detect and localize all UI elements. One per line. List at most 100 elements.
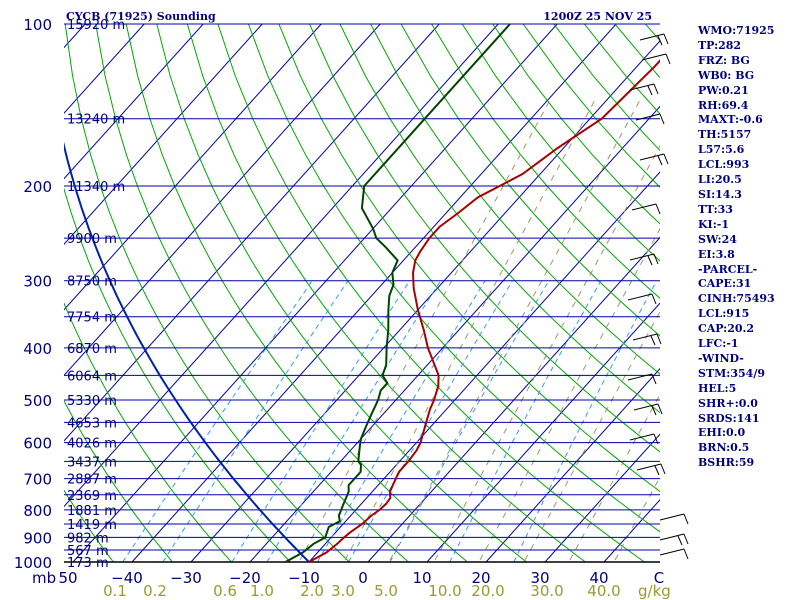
mixing-ratio-label: 20.0 xyxy=(471,582,504,600)
temperature-tick-label: −30 xyxy=(170,569,202,587)
mixing-ratio-unit: g/kg xyxy=(638,582,671,600)
isotherm-line xyxy=(72,24,558,563)
pressure-unit-label: mb xyxy=(32,569,56,587)
mixing-ratio-label: 40.0 xyxy=(587,582,620,600)
temperature-tick-label: 40 xyxy=(589,569,608,587)
mixing-ratio-label: 30.0 xyxy=(530,582,563,600)
index-item: LCL:993 xyxy=(698,158,750,172)
dry-adiabat xyxy=(247,24,660,533)
wind-barb xyxy=(629,253,659,266)
isotherm-line xyxy=(485,367,660,563)
temperature-tick-label: 50 xyxy=(58,569,77,587)
index-item: WB0: BG xyxy=(698,68,755,82)
wind-barb-staff xyxy=(641,53,667,61)
index-item: -WIND- xyxy=(698,351,744,365)
mixing-ratio-line xyxy=(316,280,486,563)
index-item: -PARCEL- xyxy=(698,262,758,276)
pressure-tick-label: 700 xyxy=(23,471,52,489)
isotherm-line xyxy=(0,24,26,562)
chart-title: CYCB (71925) Sounding xyxy=(66,10,216,23)
wind-barb xyxy=(629,433,659,445)
isotherm-line xyxy=(64,24,263,245)
moist-adiabat xyxy=(569,393,660,561)
index-item: SHR+:0.0 xyxy=(698,396,758,410)
moist-adiabat xyxy=(614,476,660,561)
wind-barb-flag xyxy=(651,373,657,385)
wind-barb-staff xyxy=(627,293,653,301)
index-item: EHI:0.0 xyxy=(698,426,746,440)
wind-barb-flag xyxy=(659,113,665,125)
height-label: 13240 m xyxy=(67,113,125,128)
pressure-tick-label: 200 xyxy=(23,178,52,196)
wind-barb xyxy=(627,373,657,385)
pressure-tick-label: 900 xyxy=(23,529,52,547)
height-label: 567 m xyxy=(67,544,109,559)
index-item: BSHR:59 xyxy=(698,456,755,470)
temperature-tick-label: −10 xyxy=(288,569,320,587)
wind-barb-flag xyxy=(660,463,666,475)
height-label: 8750 m xyxy=(67,275,117,290)
temperature-tick-label: 10 xyxy=(412,569,431,587)
wind-barb xyxy=(659,548,689,560)
index-item: L57:5.6 xyxy=(698,143,745,157)
temperature-unit-label: C xyxy=(654,569,664,587)
mixing-ratio-label: 2.0 xyxy=(300,582,324,600)
wind-barb-staff xyxy=(659,548,685,556)
height-label: 4026 m xyxy=(67,437,117,452)
index-item: STM:354/9 xyxy=(698,366,765,380)
dry-adiabat xyxy=(95,24,409,563)
wind-barb-flag xyxy=(683,533,689,545)
index-item: HEL:5 xyxy=(698,381,737,395)
index-item: MAXT:-0.6 xyxy=(698,113,763,127)
wind-barb-flag xyxy=(657,403,663,415)
index-item: LFC:-1 xyxy=(698,337,739,351)
wind-barb-staff xyxy=(635,113,661,121)
wind-barb-flag xyxy=(665,53,671,65)
wind-barb-flag xyxy=(651,405,657,416)
index-item: CAPE:31 xyxy=(698,277,752,291)
index-item: TP:282 xyxy=(698,38,742,52)
parcel-trace xyxy=(64,141,310,563)
pressure-tick-label: 500 xyxy=(23,392,52,410)
mixing-ratio-line xyxy=(389,280,550,563)
mixing-ratio-label: 0.6 xyxy=(213,582,237,600)
temperature-tick-label: 0 xyxy=(358,569,368,587)
isotherm-line xyxy=(426,302,660,563)
isotherm-line xyxy=(544,433,660,563)
index-item: FRZ: BG xyxy=(698,53,750,67)
temperature-tick-label: 30 xyxy=(530,569,549,587)
index-item: RH:69.4 xyxy=(698,98,749,112)
isotherm-line xyxy=(308,171,660,563)
mixing-ratio-line xyxy=(513,280,658,563)
pressure-tick-label: 300 xyxy=(23,273,52,291)
moist-adiabat xyxy=(524,310,660,561)
height-label: 1881 m xyxy=(67,504,117,519)
index-item: EI:3.8 xyxy=(698,247,735,261)
wind-barb-flag xyxy=(677,535,683,546)
wind-barb-flag xyxy=(654,465,660,476)
wind-barb-flag xyxy=(663,153,669,165)
dry-adiabat xyxy=(156,24,527,563)
wind-barb xyxy=(639,33,669,46)
wind-barb xyxy=(631,203,661,215)
isotherm-line xyxy=(249,105,660,563)
wind-barb-flag xyxy=(653,253,659,265)
mixing-ratio-line xyxy=(348,280,513,563)
wind-barb xyxy=(629,83,659,96)
wind-barb-staff xyxy=(636,463,662,471)
wind-barb-flag xyxy=(657,35,663,46)
chart-datetime: 1200Z 25 NOV 25 xyxy=(543,10,652,23)
mixing-ratio-label: 1.0 xyxy=(250,582,274,600)
mixing-ratio-label: 3.0 xyxy=(331,582,355,600)
index-item: PW:0.21 xyxy=(698,83,749,97)
wind-barb-staff xyxy=(659,533,685,541)
wind-barb xyxy=(636,463,666,476)
wind-barb-flag xyxy=(655,203,661,215)
isotherm-line xyxy=(64,24,204,180)
wind-barb xyxy=(627,293,657,305)
index-item: KI:-1 xyxy=(698,217,729,231)
index-item: CAP:20.2 xyxy=(698,322,755,336)
height-label: 7754 m xyxy=(67,311,117,326)
wind-barb xyxy=(659,533,689,546)
